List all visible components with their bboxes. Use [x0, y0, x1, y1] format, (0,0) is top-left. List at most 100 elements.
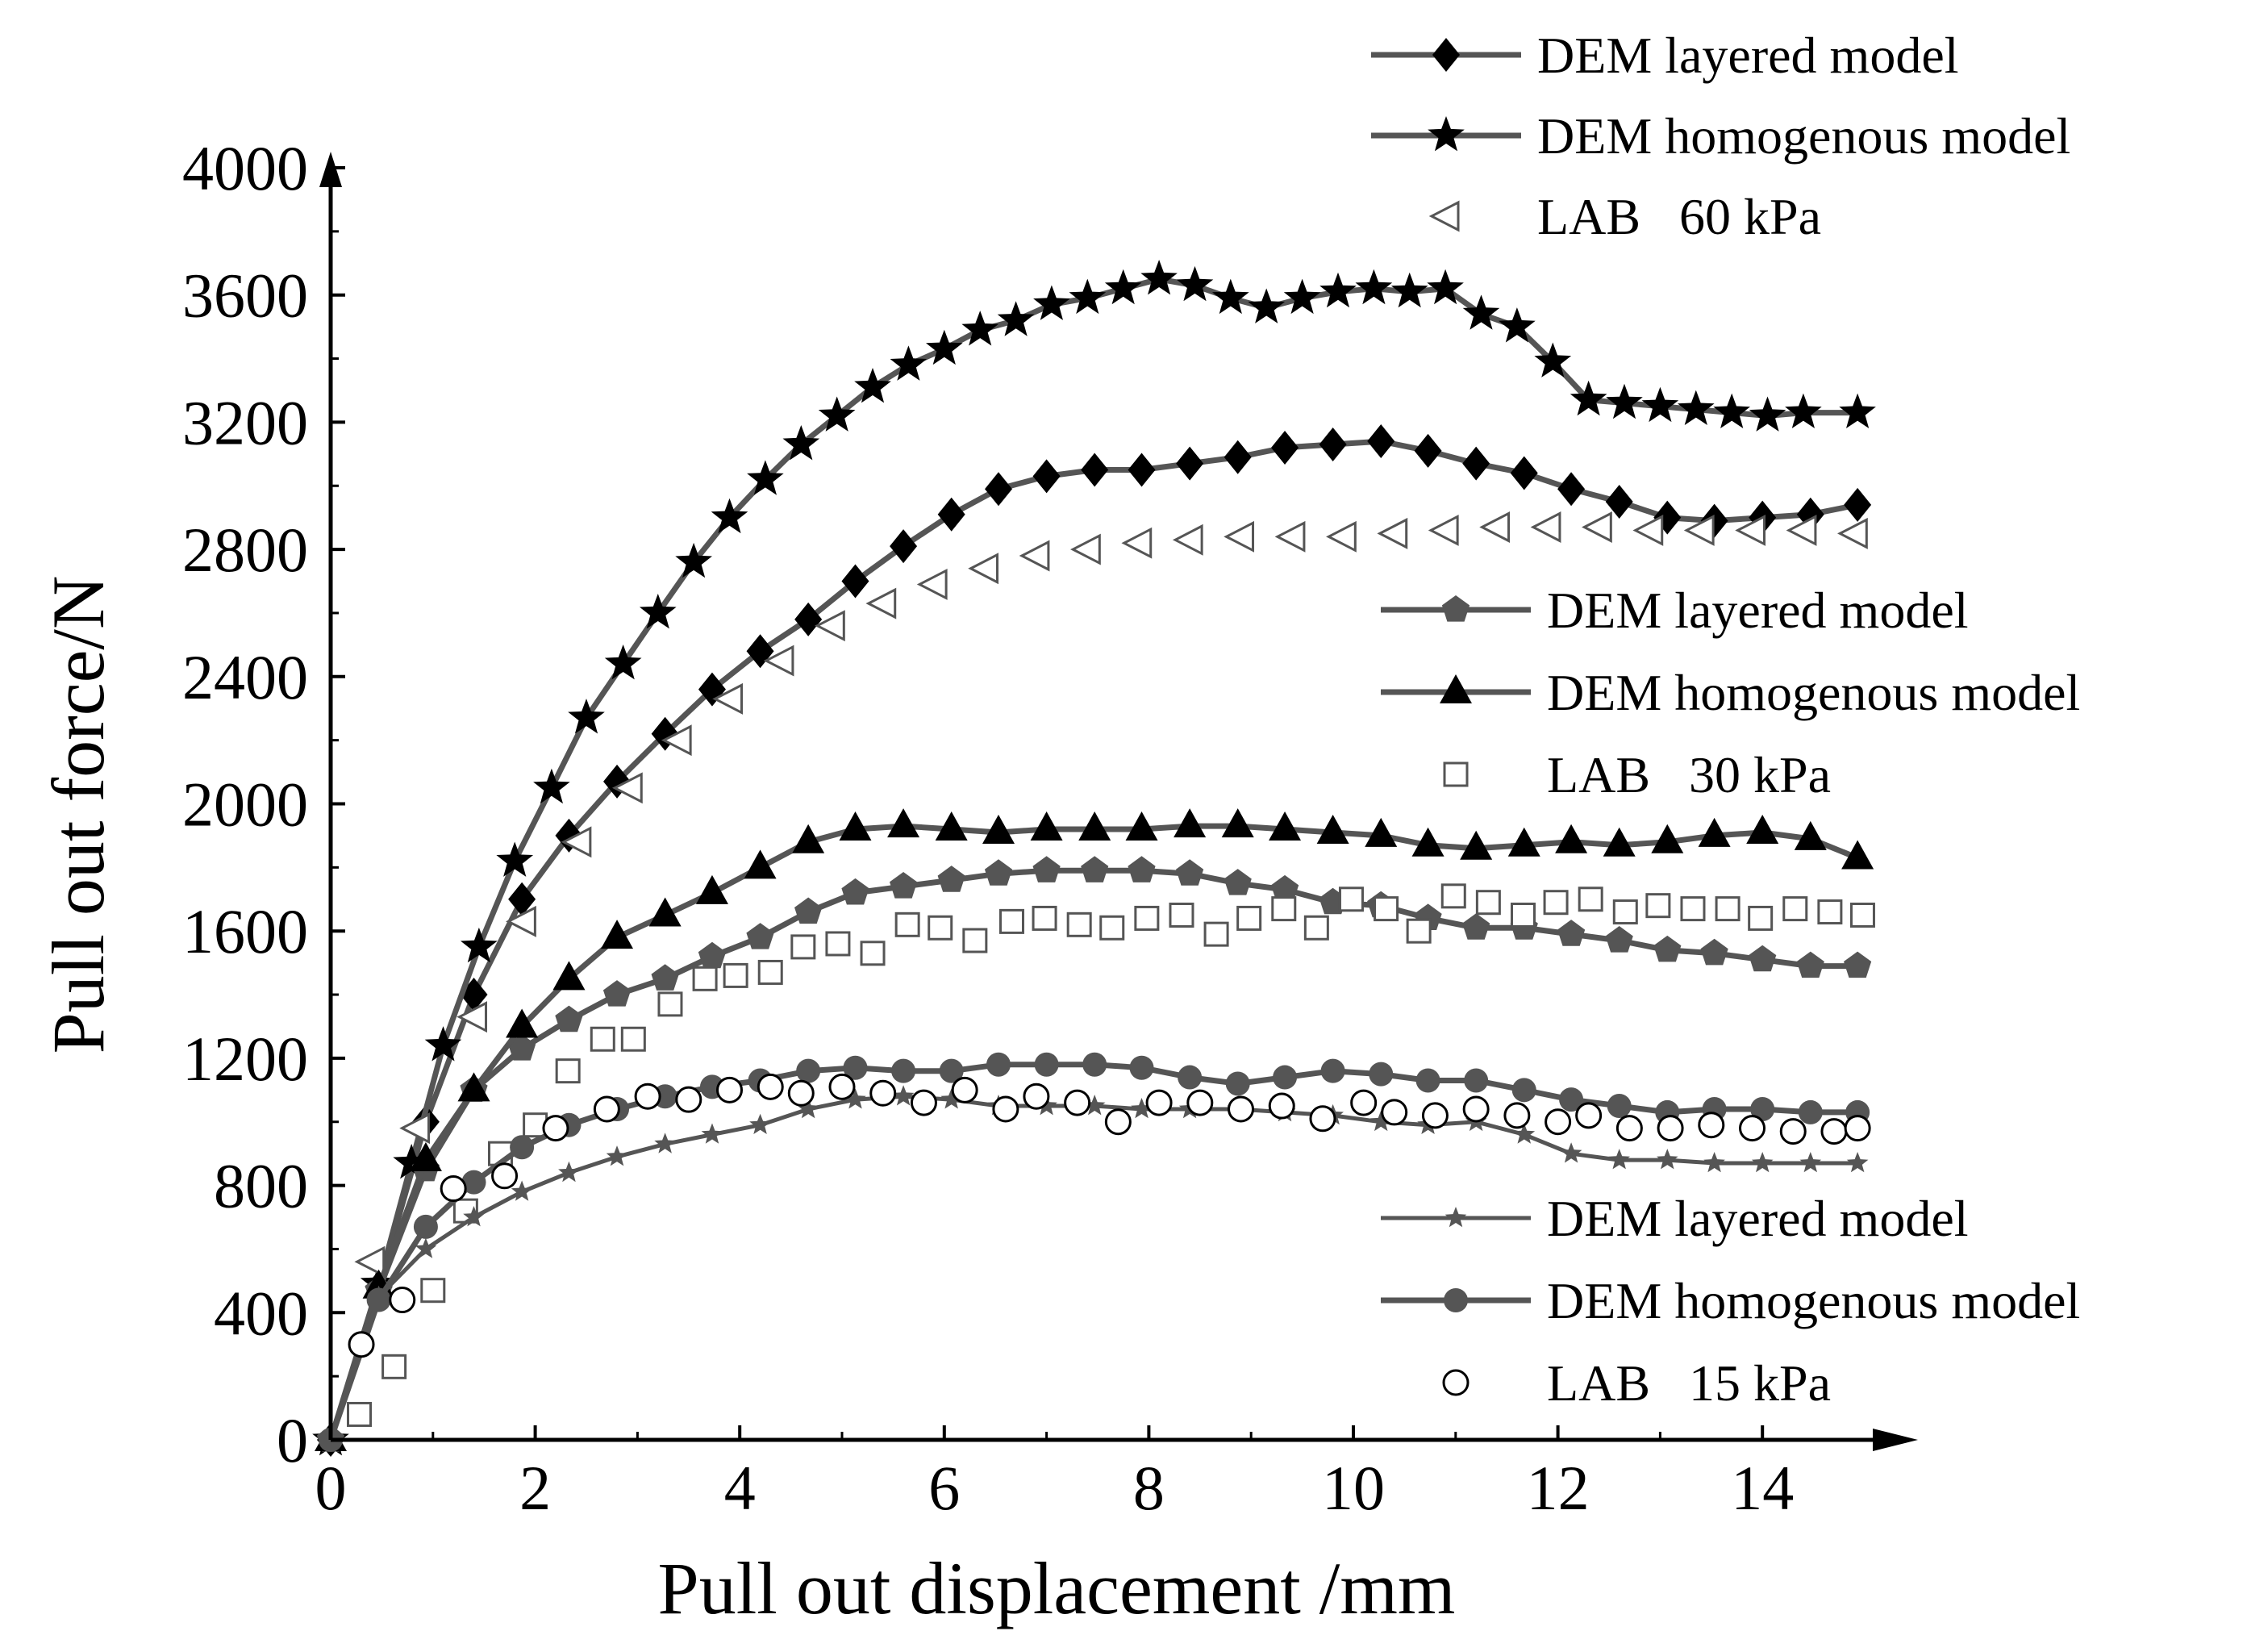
- data-point: [827, 932, 849, 955]
- data-point: [1699, 1113, 1724, 1137]
- legend-entry: LAB 15 kPa: [1444, 1354, 1831, 1412]
- data-point: [1746, 815, 1778, 844]
- data-point: [964, 929, 986, 952]
- data-point: [794, 603, 822, 636]
- data-point: [1642, 387, 1679, 422]
- data-point: [1716, 898, 1739, 920]
- data-point: [789, 1081, 813, 1105]
- data-point: [591, 1028, 614, 1050]
- data-point: [724, 964, 747, 987]
- data-point: [1081, 453, 1108, 487]
- data-point: [1105, 269, 1142, 304]
- legend-marker: [1444, 1288, 1468, 1312]
- x-tick-label: 14: [1731, 1453, 1794, 1523]
- data-point: [1557, 920, 1585, 946]
- data-point: [1462, 913, 1490, 940]
- data-point: [1106, 1110, 1130, 1134]
- data-point: [1415, 434, 1442, 468]
- data-point: [1713, 394, 1750, 428]
- data-point: [1128, 453, 1156, 487]
- data-point: [1031, 811, 1063, 841]
- data-point: [1845, 1116, 1870, 1141]
- data-point: [961, 311, 998, 345]
- data-point: [1128, 856, 1155, 882]
- data-point: [994, 1097, 1018, 1121]
- data-point: [636, 1084, 660, 1108]
- data-point: [911, 1091, 936, 1115]
- data-point: [1477, 891, 1499, 914]
- data-point: [1416, 1068, 1440, 1092]
- y-tick-label: 4000: [182, 133, 308, 203]
- data-point: [702, 1124, 723, 1144]
- legend-entry: DEM homogenous model: [1381, 664, 2080, 721]
- data-point: [1701, 939, 1728, 966]
- legend-label: LAB 15 kPa: [1547, 1354, 1831, 1412]
- data-point: [1328, 523, 1355, 550]
- data-point: [1227, 523, 1253, 550]
- data-point: [1636, 516, 1662, 544]
- data-point: [1176, 859, 1203, 886]
- data-point: [1555, 824, 1587, 853]
- data-point: [1657, 1149, 1678, 1169]
- data-point: [926, 330, 963, 365]
- data-point: [938, 498, 965, 532]
- legend-entry: LAB 30 kPa: [1444, 746, 1831, 803]
- legend-entry: DEM homogenous model: [1381, 1272, 2080, 1329]
- data-point: [1407, 920, 1430, 942]
- y-tick-label: 2400: [182, 642, 308, 712]
- data-point: [1319, 428, 1347, 461]
- data-point: [1000, 910, 1023, 932]
- data-point: [555, 1006, 582, 1032]
- data-point: [1073, 536, 1099, 563]
- data-point: [871, 1081, 895, 1105]
- data-point: [896, 913, 919, 936]
- legend-marker: [1445, 1207, 1467, 1227]
- data-point: [607, 1145, 628, 1166]
- data-point: [1797, 952, 1824, 978]
- data-point: [794, 898, 822, 924]
- y-tick-label: 1600: [182, 896, 308, 966]
- data-point: [1442, 885, 1465, 907]
- data-point: [1819, 901, 1841, 924]
- data-point: [1391, 273, 1428, 307]
- data-point: [544, 1116, 568, 1141]
- pull-out-chart: 0 2 4 6 8 10 12 1404008001200160020002400280032…: [0, 0, 2247, 1652]
- data-point: [1224, 440, 1252, 474]
- data-point: [1800, 1152, 1822, 1172]
- data-point: [1273, 898, 1295, 920]
- data-point: [1614, 901, 1636, 924]
- data-point: [830, 1074, 854, 1099]
- data-point: [1606, 926, 1633, 953]
- y-tick-label: 800: [214, 1151, 308, 1221]
- data-point: [1305, 916, 1328, 939]
- data-point: [1082, 1053, 1107, 1077]
- legend-label: DEM layered model: [1547, 582, 1969, 639]
- data-point: [677, 1087, 701, 1112]
- data-point: [1682, 898, 1704, 920]
- data-point: [1284, 279, 1321, 315]
- data-point: [441, 1177, 465, 1201]
- data-point: [792, 936, 815, 958]
- legend-marker: [1432, 202, 1458, 230]
- data-point: [1068, 913, 1090, 936]
- data-point: [1607, 1094, 1632, 1118]
- y-axis-title: Pull out force/N: [37, 576, 119, 1054]
- data-point: [1356, 269, 1393, 304]
- data-point: [1749, 945, 1776, 972]
- data-point: [698, 942, 726, 969]
- data-point: [841, 565, 869, 599]
- data-point: [919, 570, 946, 598]
- data-point: [1078, 811, 1111, 841]
- data-point: [1222, 808, 1254, 837]
- data-point: [985, 859, 1012, 886]
- data-point: [861, 942, 884, 965]
- data-point: [1822, 1120, 1846, 1144]
- data-point: [1851, 903, 1874, 926]
- data-point: [1464, 1097, 1488, 1121]
- data-point: [1512, 1078, 1536, 1102]
- data-point: [1035, 1053, 1059, 1077]
- x-tick-label: 12: [1527, 1453, 1590, 1523]
- data-point: [1229, 1097, 1253, 1121]
- data-point: [652, 964, 679, 991]
- data-point: [1844, 488, 1871, 522]
